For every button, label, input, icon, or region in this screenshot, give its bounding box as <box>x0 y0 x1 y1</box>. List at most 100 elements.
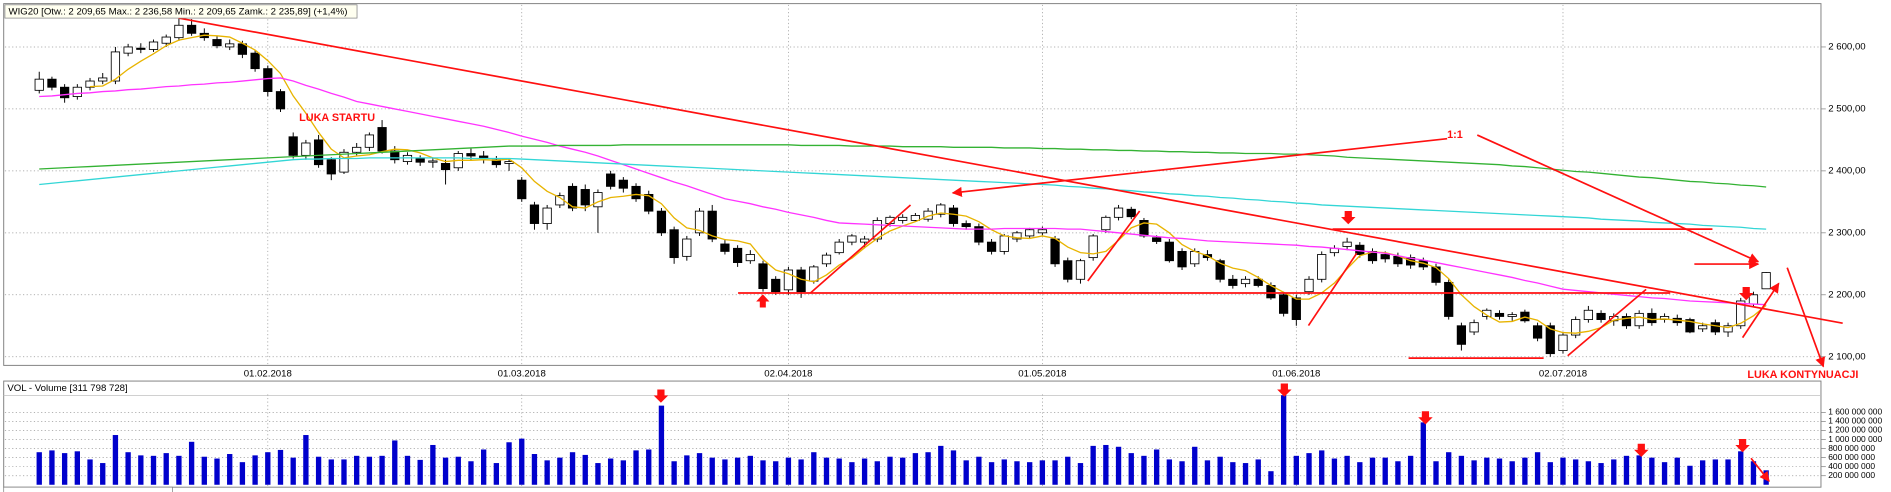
x-tick-label: 01.03.2018 <box>498 368 546 379</box>
volume-bar <box>1280 395 1287 485</box>
volume-bar <box>239 462 246 485</box>
volume-bar <box>61 453 68 485</box>
candle-body <box>542 207 552 224</box>
volume-bar <box>849 462 855 485</box>
y-tick-label: 800 000 000 <box>1828 443 1875 453</box>
volume-bar <box>607 458 614 485</box>
volume-bar <box>950 450 957 485</box>
volume-bar <box>1699 460 1706 485</box>
x-tick-label: 01.05.2018 <box>1018 368 1066 379</box>
up-marker <box>756 294 770 308</box>
volume-bar <box>531 454 538 485</box>
candle-body <box>466 153 476 157</box>
candle-body <box>1152 237 1162 242</box>
moving-average <box>39 77 1767 306</box>
candle-body <box>60 86 70 99</box>
volume-bar <box>1306 453 1312 485</box>
volume-bar <box>176 455 182 485</box>
volume-bar <box>290 457 296 485</box>
candle-body <box>745 254 755 262</box>
candle-body <box>771 278 781 293</box>
trend-line <box>178 17 1843 325</box>
volume-bar <box>1407 455 1414 485</box>
volume-bar <box>912 453 919 485</box>
candle-body <box>98 77 108 82</box>
candle-body <box>47 78 57 88</box>
volume-bar <box>1039 460 1046 485</box>
volume-bar <box>1001 459 1007 485</box>
volume-bar <box>1141 455 1147 485</box>
candle-body <box>1291 297 1301 320</box>
candle-body <box>847 235 857 243</box>
candle-body <box>948 207 959 224</box>
volume-bar <box>887 456 893 485</box>
candle-body <box>301 142 311 156</box>
candle-body <box>72 86 82 97</box>
volume-bar <box>430 444 436 485</box>
candle-body <box>1177 250 1187 268</box>
volume-bar <box>100 463 106 485</box>
y-tick-label: 2 500,00 <box>1828 103 1865 114</box>
candle-body <box>326 159 336 175</box>
candle-body <box>593 192 603 208</box>
volume-bar <box>519 438 525 485</box>
y-tick-label: 1 400 000 000 <box>1828 416 1882 426</box>
down-marker <box>1418 411 1433 425</box>
candle-body <box>1558 334 1568 351</box>
candle-body <box>174 24 184 39</box>
volume-bar <box>988 462 995 485</box>
candle-body <box>1482 309 1492 317</box>
volume-bar <box>493 463 500 485</box>
volume-bar <box>1750 461 1757 485</box>
candle-body <box>1736 300 1746 327</box>
volume-arrow <box>1750 457 1770 482</box>
volume-bar <box>1115 446 1122 485</box>
volume-bar <box>544 460 550 485</box>
candle-body <box>85 80 95 88</box>
volume-bar <box>506 442 512 485</box>
candle-body <box>1748 294 1759 305</box>
candle-body <box>707 210 717 240</box>
candle-body <box>1685 319 1695 333</box>
volume-bar <box>900 457 906 485</box>
volume-bar <box>1611 459 1617 485</box>
candle-body <box>682 238 692 257</box>
candle-body <box>1025 229 1035 237</box>
candle-body <box>1380 254 1390 260</box>
candle-body <box>1761 272 1771 290</box>
volume-bar <box>1598 463 1604 485</box>
candle-body <box>1240 278 1251 285</box>
volume-bar <box>455 456 461 485</box>
candle-body <box>631 185 641 200</box>
annotation: LUKA KONTYNUACJI <box>1747 369 1858 381</box>
volume-bar <box>633 450 639 485</box>
y-tick-label: 1 000 000 000 <box>1828 434 1882 444</box>
candle-body <box>440 163 451 171</box>
volume-bar <box>569 452 576 485</box>
volume-bar <box>646 449 652 485</box>
candle-body <box>225 43 235 48</box>
candle-body <box>352 146 362 153</box>
candle-body <box>961 223 971 228</box>
volume-bar <box>1534 452 1541 485</box>
swing-line <box>1087 210 1141 282</box>
candle-body <box>910 215 921 221</box>
volume-bar <box>1395 461 1401 485</box>
volume-bar <box>861 458 868 485</box>
down-marker <box>1634 443 1649 458</box>
drawings <box>178 17 1843 482</box>
candle-body <box>1063 260 1073 280</box>
volume-bar <box>1128 453 1134 485</box>
volume-bar <box>1166 459 1173 485</box>
volume-bar <box>671 461 677 485</box>
volume-bar <box>1547 462 1553 485</box>
candle-body <box>1494 312 1505 317</box>
volume-bar <box>1585 461 1592 485</box>
candle-body <box>123 46 133 54</box>
volume-bar <box>1268 471 1274 485</box>
volume-bar <box>557 457 563 485</box>
volume-bar <box>303 435 309 485</box>
volume-bar <box>328 459 334 485</box>
volume-bar <box>798 459 804 485</box>
